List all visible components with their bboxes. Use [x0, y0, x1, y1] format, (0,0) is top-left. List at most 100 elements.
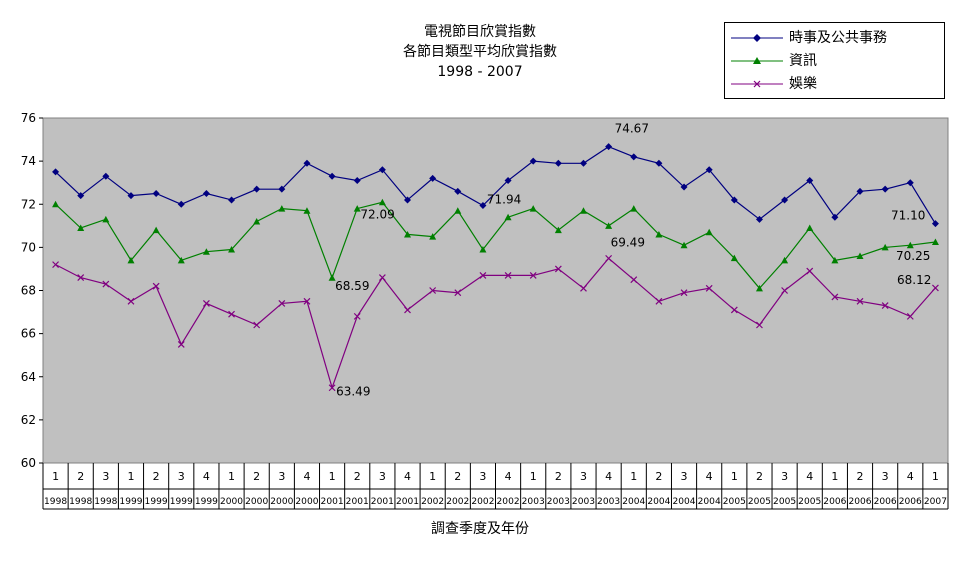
data-point	[806, 224, 814, 231]
data-label: 63.49	[336, 385, 370, 399]
data-point	[102, 172, 110, 180]
x-tick-year: 2002	[471, 497, 494, 507]
legend-label-entertainment: 娛樂	[789, 76, 817, 92]
data-point	[152, 226, 160, 234]
data-point	[630, 205, 638, 212]
data-point	[680, 289, 688, 297]
legend-item-current-affairs: 時事及公共事務	[725, 28, 944, 48]
data-point	[781, 196, 789, 204]
data-point	[605, 254, 613, 262]
data-point	[378, 274, 386, 281]
data-label: 70.25	[896, 249, 930, 263]
x-tick-year: 1999	[170, 497, 193, 507]
data-point	[404, 230, 412, 238]
x-tick-year: 2007	[924, 497, 947, 507]
x-tick-quarter: 4	[605, 470, 612, 483]
data-label: 71.94	[487, 193, 521, 207]
x-tick-year: 2004	[622, 497, 645, 507]
data-point	[404, 306, 411, 314]
x-tick-quarter: 1	[127, 470, 134, 483]
x-tick-year: 2004	[647, 497, 670, 507]
data-point	[730, 254, 738, 262]
data-point	[429, 174, 437, 182]
data-point	[454, 207, 462, 214]
x-tick-quarter: 4	[907, 470, 914, 483]
y-tick-label: 64	[21, 370, 36, 384]
x-tick-year: 2003	[547, 497, 570, 507]
data-point	[404, 196, 412, 204]
series-layer	[52, 143, 939, 392]
data-point	[278, 205, 286, 212]
data-point	[680, 183, 688, 191]
x-tick-year: 1998	[44, 497, 67, 507]
legend-item-entertainment: 娛樂	[725, 74, 944, 94]
x-tick-quarter: 1	[731, 470, 738, 483]
data-point	[906, 241, 914, 249]
data-point	[303, 159, 311, 167]
data-point	[881, 243, 889, 251]
data-point	[554, 159, 562, 167]
x-tick-year: 2000	[295, 497, 318, 507]
data-point	[932, 284, 939, 292]
data-point	[303, 207, 311, 214]
x-tick-quarter: 2	[454, 470, 461, 483]
data-point	[479, 271, 487, 279]
data-point	[554, 226, 562, 234]
data-point	[127, 297, 135, 305]
legend-marker-triangle-icon	[731, 57, 783, 64]
legend-label-current-affairs: 時事及公共事務	[789, 30, 887, 46]
data-point	[730, 306, 738, 314]
data-point	[378, 166, 386, 174]
x-tick-year: 2006	[823, 497, 846, 507]
title-line-2: 各節目類型平均欣賞指數	[403, 44, 557, 60]
x-tick-quarter: 4	[303, 470, 310, 483]
data-point	[781, 256, 789, 264]
x-tick-year: 2001	[371, 497, 394, 507]
data-point	[278, 185, 286, 193]
y-axis: 60 62 64 66 68 70 72 74 76	[21, 111, 43, 470]
y-tick-label: 72	[21, 197, 36, 211]
data-point	[353, 205, 361, 212]
data-point	[655, 159, 663, 167]
x-tick-quarter: 1	[52, 470, 59, 483]
x-tick-quarter: 4	[203, 470, 210, 483]
x-tick-quarter: 2	[555, 470, 562, 483]
data-point	[102, 280, 110, 288]
x-tick-quarter: 3	[781, 470, 788, 483]
x-tick-quarter: 2	[857, 470, 864, 483]
x-tick-quarter: 2	[655, 470, 662, 483]
data-point	[328, 172, 336, 180]
data-point	[806, 267, 814, 275]
data-point	[127, 256, 135, 264]
data-point	[931, 238, 939, 245]
data-point	[881, 185, 889, 193]
data-point	[705, 284, 713, 292]
data-point	[730, 196, 738, 204]
data-point	[177, 256, 185, 264]
data-point	[680, 241, 688, 249]
data-point	[228, 196, 236, 204]
data-point	[755, 284, 763, 292]
x-tick-year: 2000	[220, 497, 243, 507]
data-point	[856, 187, 864, 195]
data-point	[931, 220, 939, 228]
series-line-2	[55, 257, 936, 390]
legend-marker-diamond-icon	[731, 34, 783, 42]
data-label: 72.09	[360, 207, 394, 221]
data-point	[52, 200, 60, 208]
x-tick-quarter: 2	[253, 470, 260, 483]
legend-label-information: 資訊	[789, 53, 817, 69]
x-tick-year: 2005	[773, 497, 796, 507]
data-point	[177, 200, 185, 208]
data-point	[479, 202, 487, 210]
data-point	[303, 297, 311, 305]
x-tick-year: 2005	[748, 497, 771, 507]
x-tick-year: 2002	[446, 497, 469, 507]
x-tick-year: 2002	[497, 497, 520, 507]
x-tick-year: 1999	[195, 497, 218, 507]
plot-area	[42, 117, 949, 464]
x-axis-title: 調查季度及年份	[431, 521, 529, 537]
x-tick-year: 2003	[522, 497, 545, 507]
y-tick-label: 76	[21, 111, 36, 125]
x-tick-year: 2006	[848, 497, 871, 507]
